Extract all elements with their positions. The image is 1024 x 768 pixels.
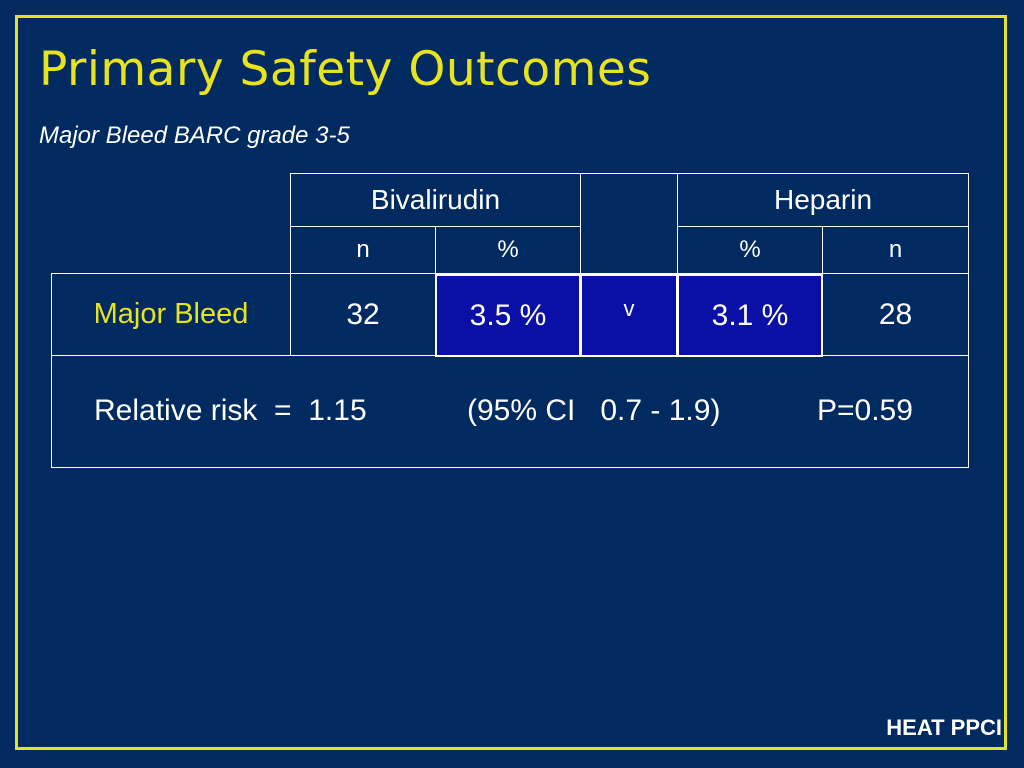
subheader-heparin-percent: % [739,236,761,263]
grid-line [51,273,969,274]
heparin-n-value: 28 [878,297,913,331]
grid-line [968,173,969,468]
p-value: P=0.59 [817,394,913,427]
group-header-bivalirudin: Bivalirudin [370,184,501,215]
heparin-percent-value: 3.1 % [677,274,823,357]
versus-label: v [623,296,635,321]
grid-line [677,173,678,356]
subheader-heparin-n: n [888,236,903,263]
grid-line [677,226,969,227]
grid-line [51,273,52,468]
versus-cell: v [580,274,678,357]
grid-line [290,173,969,174]
slide-title: Primary Safety Outcomes [39,42,652,97]
bivalirudin-percent-value: 3.5 % [435,274,581,357]
subheader-bivalirudin-percent: % [497,236,519,263]
confidence-interval: (95% CI 0.7 - 1.9) [467,394,721,427]
grid-line [290,173,291,356]
group-header-heparin: Heparin [773,184,873,215]
study-label: HEAT PPCI [886,715,1002,740]
subheader-bivalirudin-n: n [356,236,370,263]
relative-risk-value: Relative risk = 1.15 [94,394,367,427]
grid-line [580,173,581,356]
relative-risk-summary: Relative risk = 1.15 (95% CI 0.7 - 1.9) … [52,356,968,467]
slide-subtitle: Major Bleed BARC grade 3-5 [39,122,350,149]
bivalirudin-n-value: 32 [346,297,380,331]
row-label-major-bleed: Major Bleed [93,298,249,330]
grid-line [51,467,969,468]
slide-frame [15,15,1007,750]
